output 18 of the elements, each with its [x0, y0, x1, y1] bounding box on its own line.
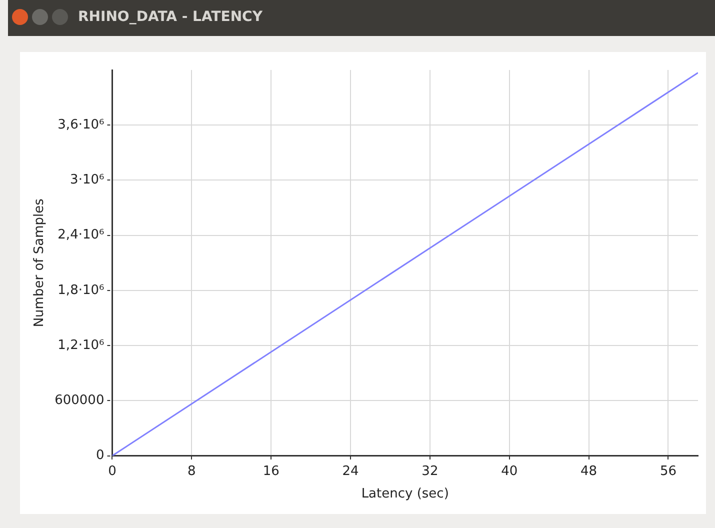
- x-tick-label: 8: [188, 464, 196, 479]
- x-tick-label: 24: [342, 464, 359, 479]
- x-tick-label: 16: [262, 464, 280, 479]
- y-tick-label: 3·10⁶: [70, 172, 104, 188]
- y-tick-label: 600000: [54, 393, 104, 408]
- y-axis-title: Number of Samples: [32, 198, 48, 328]
- y-tick-label: 0: [96, 448, 104, 464]
- x-tick-label: 32: [422, 464, 438, 479]
- y-tick-label: 1,2·10⁶: [58, 338, 104, 353]
- y-tick-label: 1,8·10⁶: [58, 282, 104, 298]
- chart-title: RHINO_DATA - LATENCY: [78, 9, 262, 25]
- y-tick-label: 2,4·10⁶: [58, 228, 104, 243]
- x-tick-label: 0: [108, 464, 116, 479]
- x-tick-label: 48: [580, 464, 598, 479]
- y-tick-label: 3,6·10⁶: [58, 117, 104, 132]
- x-tick-label: 40: [501, 464, 518, 479]
- x-tick-label: 56: [660, 464, 676, 479]
- x-axis-title: Latency (sec): [361, 486, 449, 502]
